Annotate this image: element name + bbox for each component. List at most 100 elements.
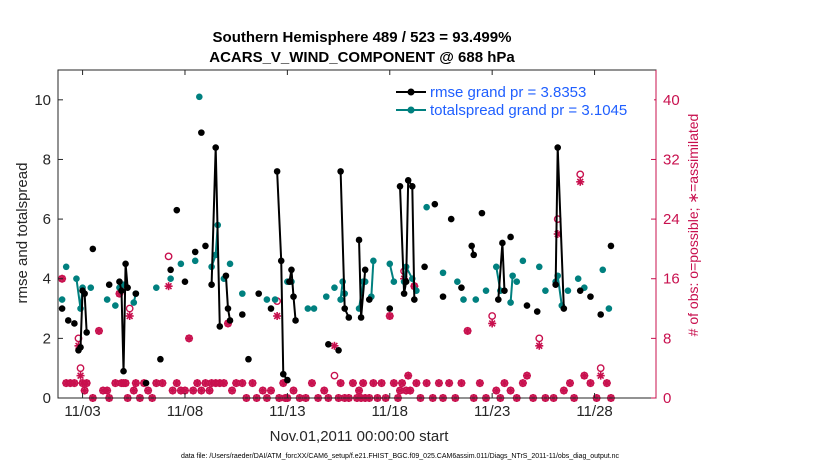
obs-assimilated-point: [228, 386, 237, 395]
obs-assimilated-point: [506, 386, 515, 395]
rmse-point: [411, 296, 418, 303]
rmse-point: [468, 242, 475, 250]
obs-assimilated-point: [457, 379, 466, 388]
rmse-point: [345, 314, 353, 321]
obs-assimilated-point: [131, 379, 140, 388]
obs-assimilated-point: [389, 379, 398, 388]
asterisk-stroke: [132, 379, 140, 387]
rmse-point: [288, 266, 295, 274]
footnote: data file: /Users/raeder/DAI/ATM_forcXX/…: [181, 453, 620, 460]
rmse-point: [337, 168, 344, 175]
obs-possible-point: [76, 364, 85, 373]
rmse-point: [560, 305, 568, 312]
x-axis: 11/03 11/08 11/13 11/18 11/23 11/28: [64, 70, 613, 420]
rmse-point: [499, 239, 506, 247]
asterisk-stroke: [331, 342, 338, 350]
y-right-tick-label: 40: [663, 92, 680, 109]
obs-assimilated-point: [219, 379, 228, 388]
totalspread-point: [439, 269, 447, 277]
rmse-point: [124, 284, 131, 291]
totalspread-line: [370, 260, 375, 297]
asterisk-stroke: [523, 372, 531, 380]
obs-assimilated-point: [266, 386, 275, 395]
asterisk-stroke: [206, 387, 213, 394]
rmse-point: [400, 290, 408, 297]
rmse-point: [361, 266, 369, 274]
rmse-point: [120, 367, 127, 375]
rmse-point: [255, 290, 262, 297]
obs-assimilated-point: [359, 379, 368, 388]
obs-assimilated-point: [185, 334, 194, 343]
asterisk-stroke: [386, 312, 394, 320]
rmse-point: [292, 317, 299, 324]
obs-assimilated-point: [518, 379, 527, 388]
asterisk-stroke: [476, 379, 484, 387]
rmse-point: [587, 293, 594, 300]
asterisk-stroke: [189, 387, 197, 394]
asterisk-stroke: [488, 320, 496, 327]
rmse-point: [431, 200, 439, 208]
rmse-point: [58, 305, 66, 312]
rmse-point: [105, 281, 113, 288]
obs-possible-point: [535, 334, 544, 343]
obs-assimilated-point: [144, 386, 153, 395]
totalspread-point: [304, 305, 312, 312]
rmse-point: [202, 242, 209, 250]
obs-assimilated-point: [422, 379, 431, 388]
totalspread-point: [542, 287, 549, 294]
obs-assimilated-point: [576, 177, 585, 186]
obs-assimilated-point: [475, 379, 484, 388]
obs-possible-point: [330, 371, 339, 380]
obs-assimilated-point: [492, 386, 501, 395]
y-right-tick-label: 8: [663, 330, 671, 347]
obs-assimilated-point: [168, 386, 177, 395]
asterisk-stroke: [566, 379, 574, 387]
totalspread-point: [535, 263, 543, 271]
asterisk-stroke: [259, 387, 267, 394]
totalspread-point: [519, 257, 527, 265]
totalspread-point: [271, 296, 279, 303]
totalspread-point: [574, 275, 582, 283]
obs-assimilated-point: [103, 386, 112, 395]
obs-assimilated-point: [205, 386, 214, 395]
rmse-point: [239, 311, 246, 318]
asterisk-stroke: [519, 379, 527, 387]
rmse-point: [198, 129, 205, 136]
rmse-point: [284, 376, 291, 384]
obs-assimilated-point: [152, 379, 161, 388]
rmse-point: [286, 278, 293, 286]
obs-assimilated-point: [158, 379, 167, 388]
rmse-point: [355, 236, 363, 244]
rmse-point: [267, 305, 275, 312]
y-right-tick-label: 0: [663, 390, 671, 407]
obs-assimilated-point: [129, 386, 138, 395]
totalspread-point: [58, 296, 66, 303]
obs-assimilated-point: [82, 379, 91, 388]
y-axis-right-label: # of obs: o=possible; ∗=assimilated: [685, 114, 701, 337]
totalspread-point: [513, 278, 521, 286]
obs-assimilated-point: [377, 379, 386, 388]
x-tick-label: 11/03: [64, 403, 100, 420]
rmse-point: [341, 305, 349, 312]
totalspread-point: [263, 296, 271, 303]
rmse-point: [495, 296, 502, 303]
asterisk-stroke: [173, 379, 181, 387]
rmse-point: [402, 278, 410, 286]
totalspread-point: [507, 299, 514, 306]
asterisk-stroke: [507, 387, 515, 394]
obs-assimilated-point: [307, 379, 316, 388]
totalspread-point: [605, 305, 613, 312]
rmse-point: [83, 329, 90, 336]
obs-assimilated-point: [488, 319, 497, 328]
totalspread-point: [103, 296, 111, 303]
rmse-point: [404, 177, 412, 184]
obs-assimilated-point: [434, 379, 443, 388]
obs-assimilated-point: [522, 371, 531, 380]
totalspread-point: [153, 284, 160, 291]
obs-assimilated-point: [70, 379, 79, 388]
obs-assimilated-point: [355, 386, 364, 395]
asterisk-stroke: [169, 387, 177, 394]
obs-assimilated-point: [164, 282, 173, 291]
rmse-point: [245, 355, 252, 363]
